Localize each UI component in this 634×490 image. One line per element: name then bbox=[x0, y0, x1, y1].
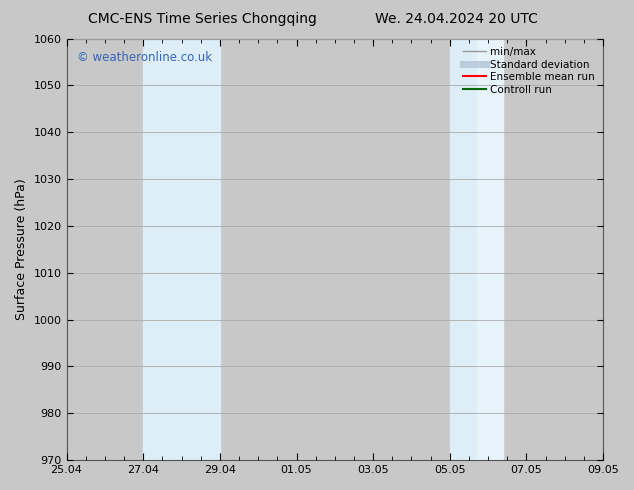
Text: We. 24.04.2024 20 UTC: We. 24.04.2024 20 UTC bbox=[375, 12, 538, 26]
Bar bbox=[477, 39, 503, 460]
Y-axis label: Surface Pressure (hPa): Surface Pressure (hPa) bbox=[15, 178, 28, 320]
Text: © weatheronline.co.uk: © weatheronline.co.uk bbox=[77, 51, 212, 64]
Text: CMC-ENS Time Series Chongqing: CMC-ENS Time Series Chongqing bbox=[88, 12, 318, 26]
Legend: min/max, Standard deviation, Ensemble mean run, Controll run: min/max, Standard deviation, Ensemble me… bbox=[459, 43, 599, 99]
Bar bbox=[450, 39, 477, 460]
Bar bbox=[143, 39, 220, 460]
